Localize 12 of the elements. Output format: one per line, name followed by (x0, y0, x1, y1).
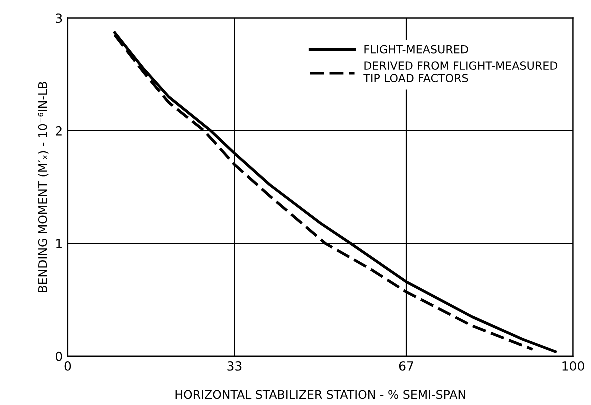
y-tick-label: 1 (56, 239, 62, 248)
x-tick-label: 67 (399, 361, 414, 371)
y-tick-label: 0 (56, 352, 62, 362)
y-tick-label: 3 (56, 14, 62, 24)
legend-label: DERIVED FROM FLIGHT-MEASURED TIP LOAD FACTORS (364, 62, 558, 82)
x-tick-label: 33 (228, 361, 242, 371)
legend-label: FLIGHT-MEASURED (364, 45, 468, 54)
x-axis-title: HORIZONTAL STABILIZER STATION - % SEMI-SPAN (176, 390, 466, 400)
y-axis-title: BENDING MOMENT (M′ₓ) - 10⁻⁶IN-LB (38, 82, 49, 292)
x-tick-label: 100 (562, 361, 584, 371)
y-tick-label: 2 (56, 126, 62, 136)
x-tick-label: 0 (64, 361, 72, 371)
